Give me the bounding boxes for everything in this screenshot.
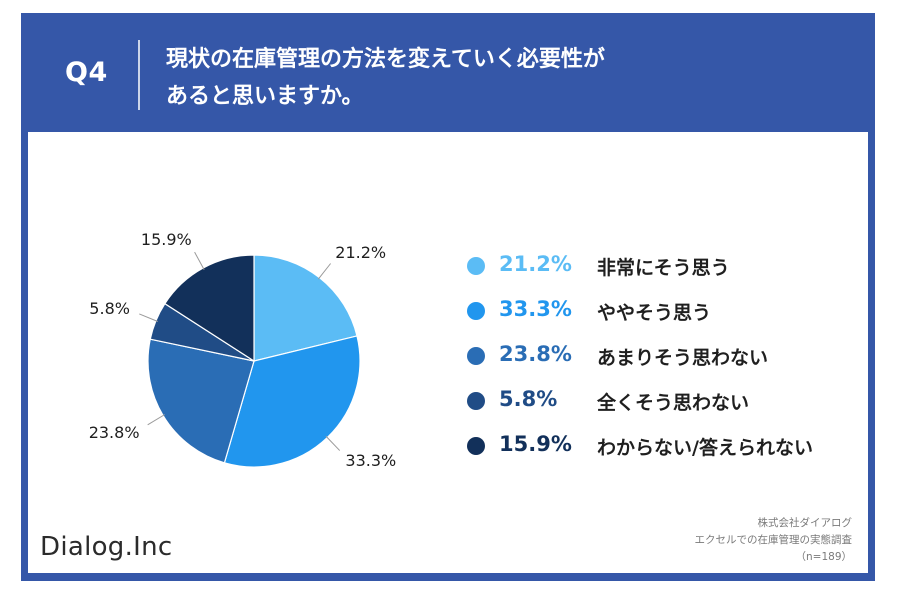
pie-slice-label-5: 15.9%: [140, 230, 192, 250]
legend-label: 非常にそう思う: [597, 257, 730, 279]
question-number: Q4: [65, 57, 108, 88]
pie-leader-line-4: [139, 313, 158, 322]
question-line-2: あると思いますか。: [166, 84, 364, 109]
question-title: 現状の在庫管理の方法を変えていく必要性が あると思いますか。: [166, 41, 806, 115]
legend-value: 5.8%: [499, 387, 558, 411]
question-line-1: 現状の在庫管理の方法を変えていく必要性が: [166, 47, 605, 72]
legend-swatch: [467, 437, 485, 455]
pie-slice-label-4: 5.8%: [89, 299, 130, 319]
legend-value: 23.8%: [499, 342, 572, 366]
legend-value: 33.3%: [499, 297, 572, 321]
legend-label: あまりそう思わない: [597, 347, 769, 369]
source-company: 株式会社ダイアログ: [757, 517, 853, 529]
pie-slice-label-3: 23.8%: [88, 422, 140, 442]
chart-panel: 21.2% 33.3% 23.8% 5.8% 15.9% 21.2% 非常にそう思う 33.…: [28, 132, 868, 573]
survey-card: Q4 現状の在庫管理の方法を変えていく必要性が あると思いますか。 21.2% 3…: [21, 13, 875, 581]
pie-leader-line-2: [325, 435, 341, 451]
source-sample-size: （n=189）: [795, 551, 853, 563]
legend-swatch: [467, 392, 485, 410]
legend-value: 21.2%: [499, 252, 572, 276]
question-header: Q4 現状の在庫管理の方法を変えていく必要性が あると思いますか。: [21, 13, 875, 132]
pie-leader-line-5: [194, 251, 205, 270]
pie-slice-label-1: 21.2%: [335, 243, 387, 262]
header-divider: [138, 40, 140, 110]
legend-swatch: [467, 302, 485, 320]
pie-leader-line-3: [147, 414, 166, 426]
legend-label: 全くそう思わない: [597, 392, 750, 414]
source-note: 株式会社ダイアログ エクセルでの在庫管理の実態調査 （n=189）: [695, 515, 853, 566]
pie-leader-line-1: [317, 263, 332, 280]
legend-label: わからない/答えられない: [597, 437, 813, 459]
pie-slice-label-2: 33.3%: [345, 451, 397, 471]
legend-value: 15.9%: [499, 432, 572, 456]
pie-chart: [139, 251, 361, 468]
legend-swatch: [467, 347, 485, 365]
source-survey: エクセルでの在庫管理の実態調査: [694, 534, 853, 546]
legend-label: ややそう思う: [597, 302, 712, 324]
legend-swatch: [467, 257, 485, 275]
company-logo: Dialog.Inc: [40, 532, 173, 562]
